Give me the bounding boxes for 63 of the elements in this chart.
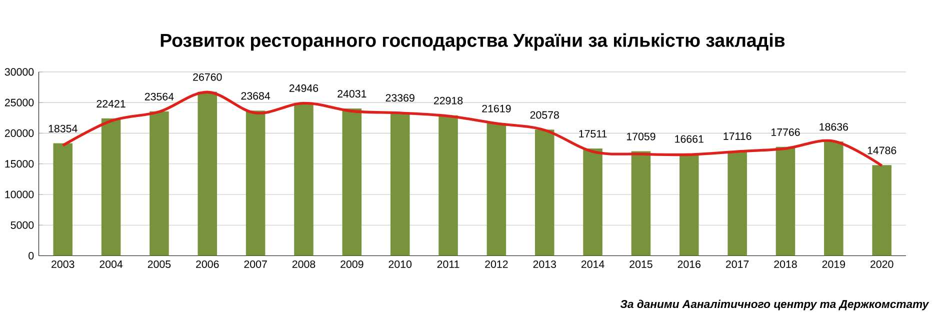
bar — [631, 151, 651, 256]
data-label: 18636 — [820, 123, 848, 131]
chart-title: Розвиток ресторанного господарства України за кількістю закладів — [160, 33, 785, 51]
data-label: 17511 — [579, 130, 607, 138]
x-tick-label: 2011 — [437, 260, 460, 268]
x-tick-label: 2019 — [822, 260, 845, 268]
y-tick-label: 20000 — [4, 130, 34, 138]
data-label: 22421 — [96, 100, 126, 108]
data-label: 20578 — [530, 111, 559, 119]
bar — [294, 103, 314, 256]
data-label: 23369 — [386, 94, 414, 102]
bar — [824, 142, 844, 256]
x-tick-label: 2012 — [485, 260, 508, 268]
data-label: 14786 — [868, 146, 896, 154]
bar — [53, 143, 73, 256]
y-tick-label: 30000 — [4, 68, 34, 76]
bar — [246, 110, 266, 256]
data-label: 23684 — [241, 92, 270, 100]
x-tick-label: 2017 — [726, 260, 749, 268]
data-label: 17766 — [771, 128, 800, 136]
x-tick-label: 2016 — [678, 260, 701, 268]
bar — [583, 148, 602, 256]
data-label: 17116 — [724, 132, 752, 140]
x-tick-label: 2010 — [388, 260, 412, 268]
x-tick-label: 2018 — [774, 260, 797, 268]
y-tick-label: 0 — [28, 252, 34, 260]
bar — [776, 147, 796, 256]
bar — [150, 112, 169, 256]
data-label: 21619 — [482, 104, 511, 113]
x-tick-label: 2008 — [292, 260, 316, 268]
y-tick-label: 25000 — [4, 98, 34, 106]
bar — [534, 130, 554, 256]
x-tick-label: 2005 — [148, 260, 171, 268]
data-label: 24946 — [289, 84, 318, 92]
x-tick-label: 2006 — [196, 260, 219, 268]
x-tick-label: 2015 — [630, 260, 652, 268]
bar — [486, 123, 506, 256]
bar — [438, 115, 458, 256]
data-label: 17059 — [626, 132, 656, 140]
x-tick-label: 2003 — [52, 260, 74, 268]
data-label: 18354 — [48, 124, 78, 133]
x-tick-label: 2020 — [870, 260, 894, 268]
text: За даними Ааналітичного центру та Держкомстату — [620, 300, 930, 310]
y-tick-label: 10000 — [5, 190, 34, 198]
data-label: 23564 — [144, 93, 174, 101]
y-tick-label: 5000 — [10, 221, 34, 230]
data-label: 22918 — [434, 97, 463, 105]
x-tick-label: 2013 — [533, 260, 556, 268]
bar — [680, 154, 699, 256]
bar — [101, 118, 121, 256]
y-tick-label: 15000 — [5, 160, 34, 168]
bar — [872, 165, 892, 256]
bar — [198, 92, 218, 256]
x-tick-label: 2009 — [340, 260, 364, 268]
bar — [390, 112, 410, 256]
bar — [728, 151, 747, 256]
data-label: 16661 — [675, 135, 704, 143]
data-label: 24031 — [338, 90, 366, 98]
x-tick-label: 2004 — [100, 260, 123, 268]
x-tick-label: 2007 — [244, 260, 267, 268]
data-label: 26760 — [193, 73, 222, 82]
bar — [342, 108, 362, 256]
x-tick-label: 2014 — [581, 260, 604, 268]
